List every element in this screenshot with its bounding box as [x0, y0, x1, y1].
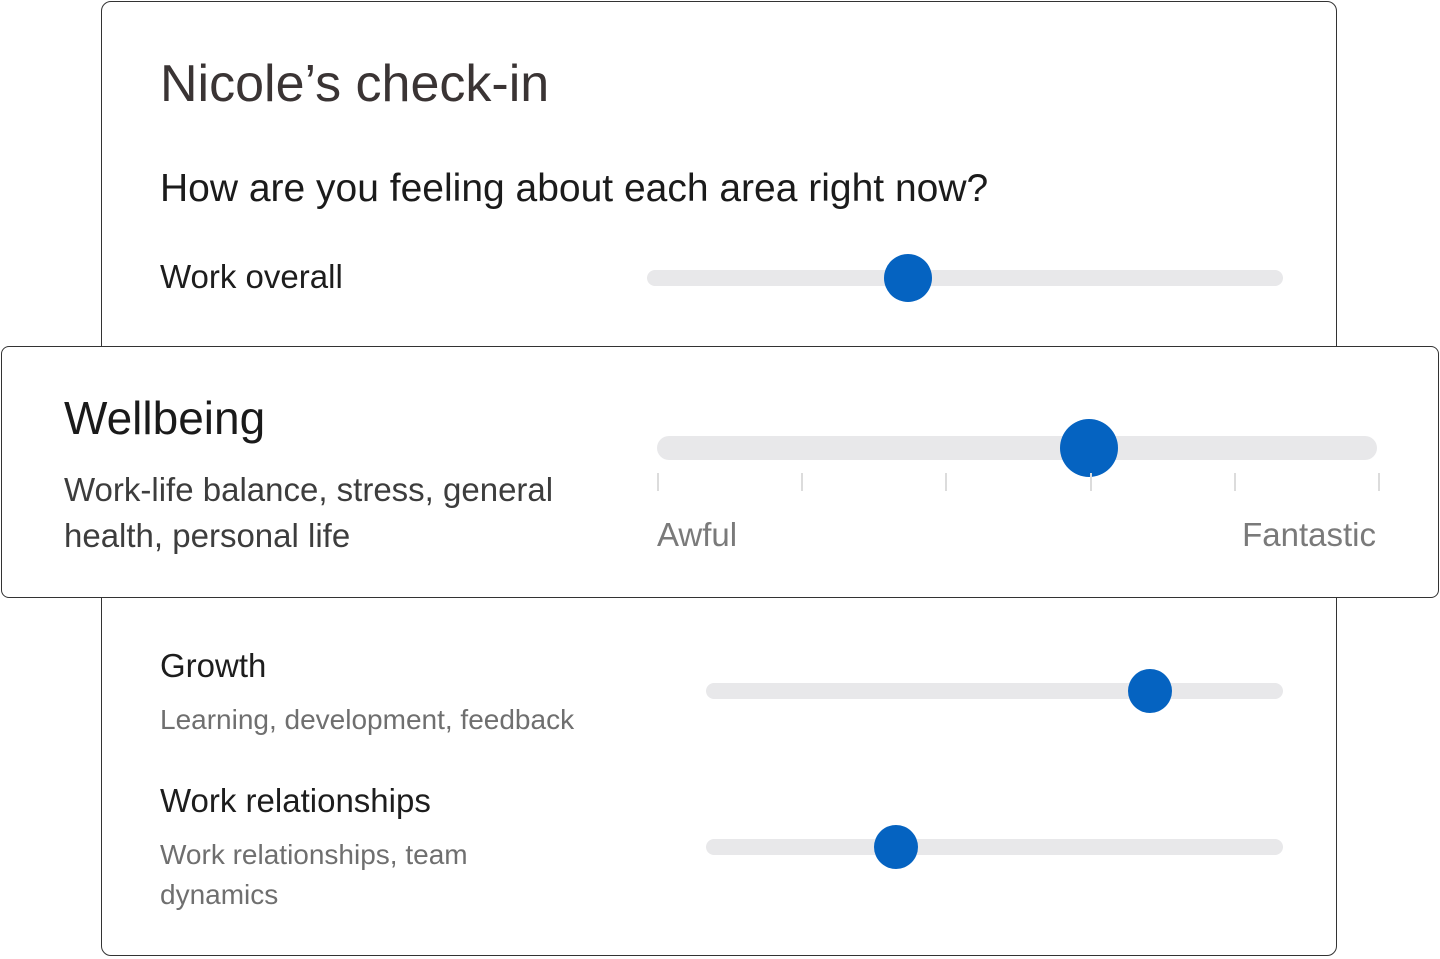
- scale-tick: [1378, 473, 1380, 491]
- work-overall-slider[interactable]: [647, 254, 1283, 302]
- work-relationships-description: Work relationships, team dynamics: [160, 839, 468, 910]
- growth-description: Learning, development, feedback: [160, 704, 575, 735]
- scale-tick: [801, 473, 804, 491]
- wellbeing-slider-thumb[interactable]: [1060, 419, 1118, 477]
- growth-label: Growth: [160, 647, 267, 684]
- scale-tick: [657, 473, 659, 491]
- scale-max-label: Fantastic: [1242, 516, 1376, 553]
- scale-tick: [1089, 473, 1092, 491]
- scale-min-label: Awful: [657, 516, 738, 553]
- work-relationships-slider-thumb[interactable]: [874, 825, 919, 869]
- work-relationships-label: Work relationships: [160, 782, 431, 819]
- work-overall-slider-thumb[interactable]: [883, 254, 932, 302]
- page-title: Nicole’s check-in: [160, 55, 550, 113]
- growth-slider-thumb[interactable]: [1128, 669, 1173, 713]
- scale-tick: [945, 473, 948, 491]
- growth-slider[interactable]: [706, 669, 1283, 713]
- wellbeing-slider[interactable]: [657, 419, 1377, 477]
- wellbeing-label: Wellbeing: [64, 392, 266, 444]
- work-overall-label: Work overall: [160, 258, 343, 295]
- work-relationships-slider[interactable]: [706, 825, 1283, 869]
- question-heading: How are you feeling about each area righ…: [160, 167, 989, 210]
- wellbeing-description: Work-life balance, stress, general healt…: [64, 471, 554, 554]
- scale-tick: [1233, 473, 1236, 491]
- wellbeing-card: Wellbeing Work-life balance, stress, gen…: [1, 346, 1439, 598]
